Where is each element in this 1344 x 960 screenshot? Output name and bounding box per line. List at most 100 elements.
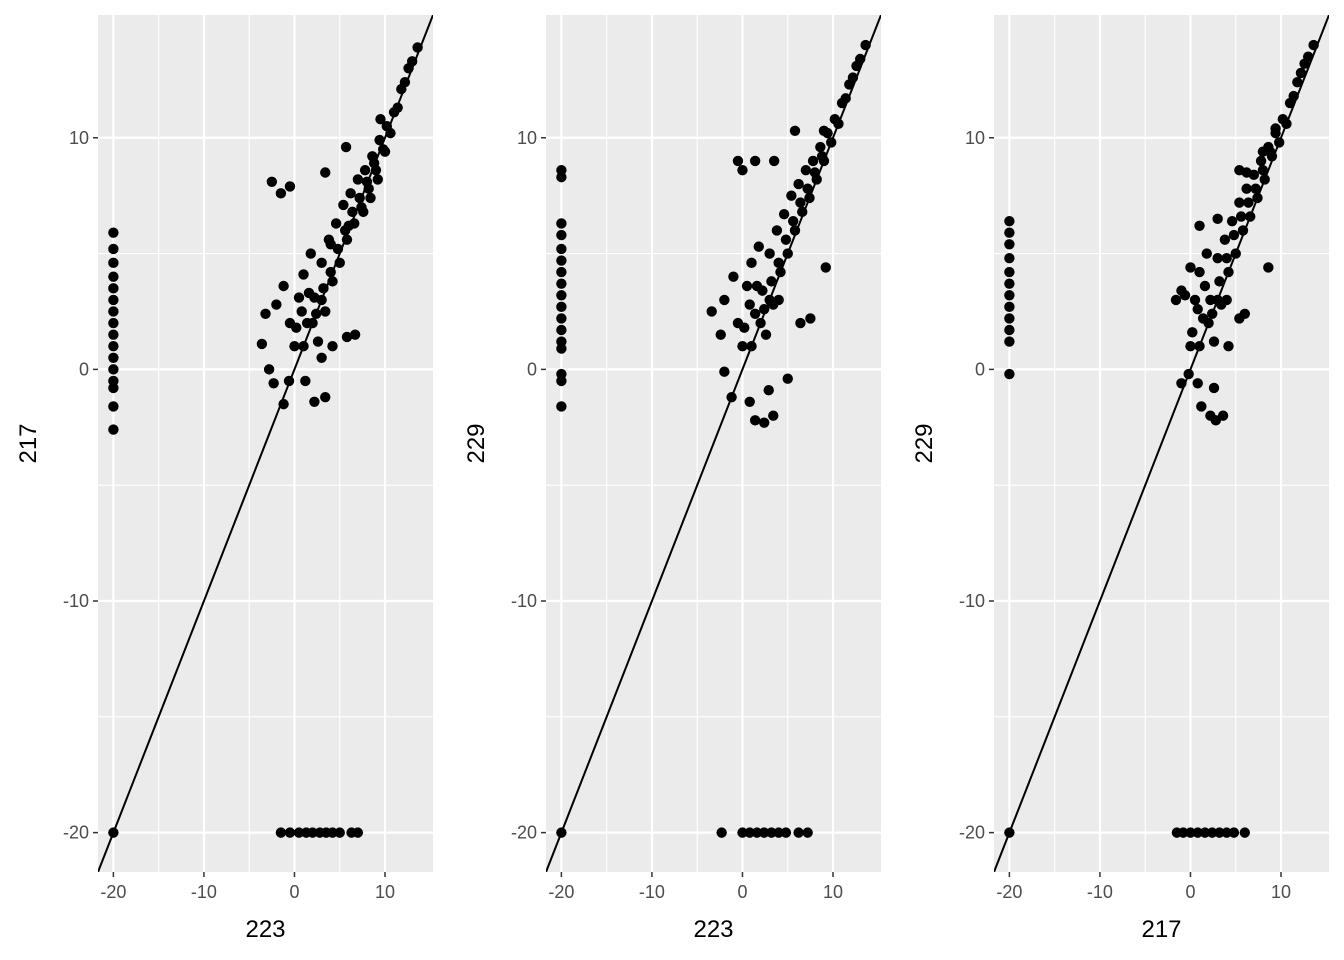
data-point bbox=[349, 329, 361, 340]
data-point bbox=[706, 306, 717, 317]
data-point bbox=[1237, 225, 1249, 236]
data-point bbox=[744, 396, 755, 408]
data-point bbox=[778, 208, 790, 220]
data-point bbox=[1221, 827, 1232, 838]
data-point bbox=[341, 331, 353, 343]
data-point bbox=[749, 308, 761, 319]
y-tick-label: 0 bbox=[527, 359, 537, 379]
data-point bbox=[826, 137, 837, 148]
data-point bbox=[1248, 169, 1260, 181]
x-tick-label: -20 bbox=[996, 882, 1022, 902]
data-point bbox=[795, 197, 806, 208]
data-point bbox=[1194, 220, 1205, 231]
data-point bbox=[345, 188, 356, 199]
data-point bbox=[1178, 827, 1189, 838]
data-point bbox=[1219, 234, 1231, 245]
data-point bbox=[293, 292, 305, 303]
y-tick-label: -10 bbox=[63, 591, 89, 611]
data-point bbox=[782, 248, 793, 259]
data-point bbox=[556, 301, 567, 313]
data-point bbox=[1243, 197, 1254, 208]
data-point bbox=[296, 306, 307, 317]
data-point bbox=[263, 364, 275, 375]
data-point bbox=[764, 248, 775, 259]
data-point bbox=[374, 134, 385, 146]
data-point bbox=[385, 127, 396, 139]
data-point bbox=[320, 391, 331, 403]
panel-2: -20 -10 0 10 -20 -10 0 10 223 229 bbox=[463, 15, 881, 943]
data-point bbox=[108, 827, 119, 838]
data-point bbox=[1004, 827, 1015, 838]
y-axis-title: 229 bbox=[463, 423, 490, 463]
data-point bbox=[1226, 215, 1238, 227]
data-point bbox=[316, 294, 327, 306]
data-point bbox=[751, 827, 763, 838]
y-tick-label: 0 bbox=[975, 359, 985, 379]
data-point bbox=[275, 827, 287, 838]
data-point bbox=[1235, 211, 1247, 222]
data-point bbox=[805, 313, 816, 324]
data-point bbox=[330, 218, 342, 229]
data-point bbox=[789, 225, 801, 236]
data-point bbox=[1212, 294, 1223, 306]
data-point bbox=[787, 215, 799, 227]
data-point bbox=[556, 229, 567, 241]
data-point bbox=[749, 415, 761, 426]
data-point bbox=[1185, 827, 1196, 838]
data-point bbox=[338, 199, 349, 211]
data-point bbox=[755, 317, 766, 329]
data-point bbox=[1223, 341, 1234, 352]
data-point bbox=[406, 56, 418, 67]
data-point bbox=[325, 266, 336, 278]
data-point bbox=[284, 827, 296, 838]
data-point bbox=[1223, 266, 1234, 278]
data-point bbox=[847, 72, 859, 83]
data-point bbox=[1176, 378, 1187, 389]
data-point bbox=[556, 243, 567, 255]
data-point bbox=[256, 338, 268, 350]
y-axis-title: 217 bbox=[15, 423, 42, 463]
x-axis-title: 217 bbox=[1141, 916, 1181, 943]
data-point bbox=[108, 257, 119, 269]
data-point bbox=[556, 255, 567, 266]
data-point bbox=[108, 243, 119, 255]
data-point bbox=[1004, 290, 1015, 301]
data-point bbox=[1004, 336, 1015, 347]
y-tick-label: 10 bbox=[965, 128, 985, 148]
x-tick-label: -10 bbox=[1087, 882, 1113, 902]
data-point bbox=[298, 341, 309, 352]
data-point bbox=[1004, 239, 1015, 250]
data-point bbox=[1228, 827, 1240, 838]
data-point bbox=[108, 364, 119, 375]
data-point bbox=[793, 827, 804, 838]
x-tick-label: -10 bbox=[191, 882, 217, 902]
data-point bbox=[1004, 301, 1015, 313]
data-point bbox=[820, 262, 831, 273]
data-point bbox=[260, 308, 271, 319]
panel-3: -20 -10 0 10 -20 -10 0 10 217 229 bbox=[911, 15, 1329, 943]
data-point bbox=[352, 174, 364, 185]
x-tick-label: 10 bbox=[823, 882, 843, 902]
data-point bbox=[797, 206, 808, 218]
data-point bbox=[352, 827, 364, 838]
data-point bbox=[737, 341, 748, 352]
data-point bbox=[760, 329, 772, 340]
data-point bbox=[556, 313, 567, 324]
data-point bbox=[108, 306, 119, 317]
y-tick-label: -20 bbox=[959, 823, 985, 843]
data-point bbox=[275, 188, 287, 199]
data-point bbox=[1230, 248, 1241, 259]
data-point bbox=[1228, 229, 1240, 241]
data-point bbox=[1004, 324, 1015, 336]
data-point bbox=[108, 401, 119, 412]
data-point bbox=[334, 257, 345, 269]
data-point bbox=[860, 39, 871, 51]
data-point bbox=[556, 324, 567, 336]
data-point bbox=[1194, 266, 1205, 278]
data-point bbox=[1239, 308, 1250, 319]
data-point bbox=[1264, 146, 1276, 157]
data-point bbox=[744, 299, 755, 310]
data-point bbox=[1308, 39, 1319, 51]
data-point bbox=[1203, 317, 1214, 329]
